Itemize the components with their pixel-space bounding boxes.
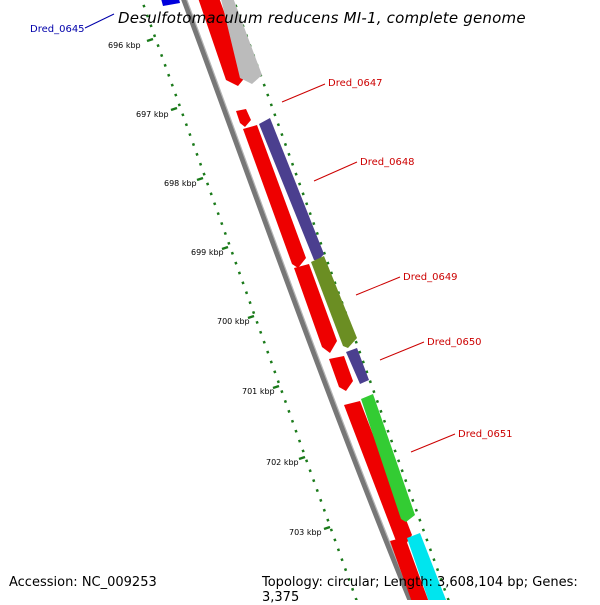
gene-arrow: [236, 109, 251, 127]
map-title: Desulfotomaculum reducens MI-1, complete…: [118, 9, 526, 27]
kbp-label: 698 kbp: [164, 179, 197, 188]
inner-ruler: [232, 0, 450, 600]
reverse-strand-genes: [198, 0, 429, 600]
leader-line: [355, 276, 401, 296]
gene-arrow: [346, 348, 369, 384]
backbone-line: [181, 0, 413, 600]
kbp-tick: [247, 314, 255, 320]
gene-arrow: [311, 256, 357, 348]
gene-arrow: [390, 537, 429, 600]
kbp-tick-marks: [146, 37, 331, 531]
gene-label-dred-0648[interactable]: Dred_0648: [360, 157, 415, 168]
kbp-labels: 696 kbp 697 kbp 698 kbp 699 kbp 700 kbp …: [108, 41, 322, 537]
gene-arrow: [221, 0, 262, 84]
kbp-tick: [298, 455, 306, 461]
gene-arrow: [294, 264, 337, 353]
kbp-tick: [196, 176, 204, 182]
gene-label-dred-0649[interactable]: Dred_0649: [403, 272, 458, 283]
gene-label-dred-0647[interactable]: Dred_0647: [328, 78, 383, 89]
gene-label-dred-0651[interactable]: Dred_0651: [458, 429, 513, 440]
gene-arrow: [243, 125, 306, 268]
dotted-ruler-inner: [232, 0, 450, 600]
gene-arrow: [361, 394, 415, 522]
leader-line: [84, 13, 115, 29]
kbp-label: 699 kbp: [191, 248, 224, 257]
accession-label: Accession: NC_009253: [9, 575, 157, 590]
gene-arrow: [329, 356, 353, 391]
kbp-label: 702 kbp: [266, 458, 299, 467]
leader-line: [379, 341, 425, 361]
genome-backbone: [181, 0, 414, 600]
kbp-tick: [323, 525, 331, 531]
leader-line: [410, 433, 456, 453]
gene-arrow: [259, 118, 324, 261]
gene-arrow: [407, 533, 447, 600]
leader-line: [313, 161, 358, 182]
gene-labels: Dred_0645 Dred_0647 Dred_0648 Dred_0649 …: [30, 24, 513, 440]
gene-arrow: [344, 401, 412, 547]
kbp-tick: [272, 384, 280, 390]
genome-summary: Topology: circular; Length: 3,608,104 bp…: [262, 575, 578, 605]
kbp-label: 700 kbp: [217, 317, 250, 326]
dotted-ruler-outer: [140, 0, 358, 600]
kbp-label: 701 kbp: [242, 387, 275, 396]
outer-ruler: [140, 0, 358, 600]
forward-strand-genes: [161, 0, 447, 600]
backbone-highlight: [186, 0, 414, 600]
kbp-tick: [146, 37, 154, 43]
gene-label-dred-0645[interactable]: Dred_0645: [30, 24, 85, 35]
gene-label-leaders: [84, 13, 456, 453]
kbp-tick: [170, 106, 178, 112]
gene-arrow: [198, 0, 247, 86]
gene-label-dred-0650[interactable]: Dred_0650: [427, 337, 482, 348]
kbp-label: 696 kbp: [108, 41, 141, 50]
kbp-label: 703 kbp: [289, 528, 322, 537]
leader-line: [281, 83, 326, 103]
kbp-label: 697 kbp: [136, 110, 169, 119]
kbp-tick: [221, 245, 229, 251]
gene-arrow: [161, 0, 180, 6]
